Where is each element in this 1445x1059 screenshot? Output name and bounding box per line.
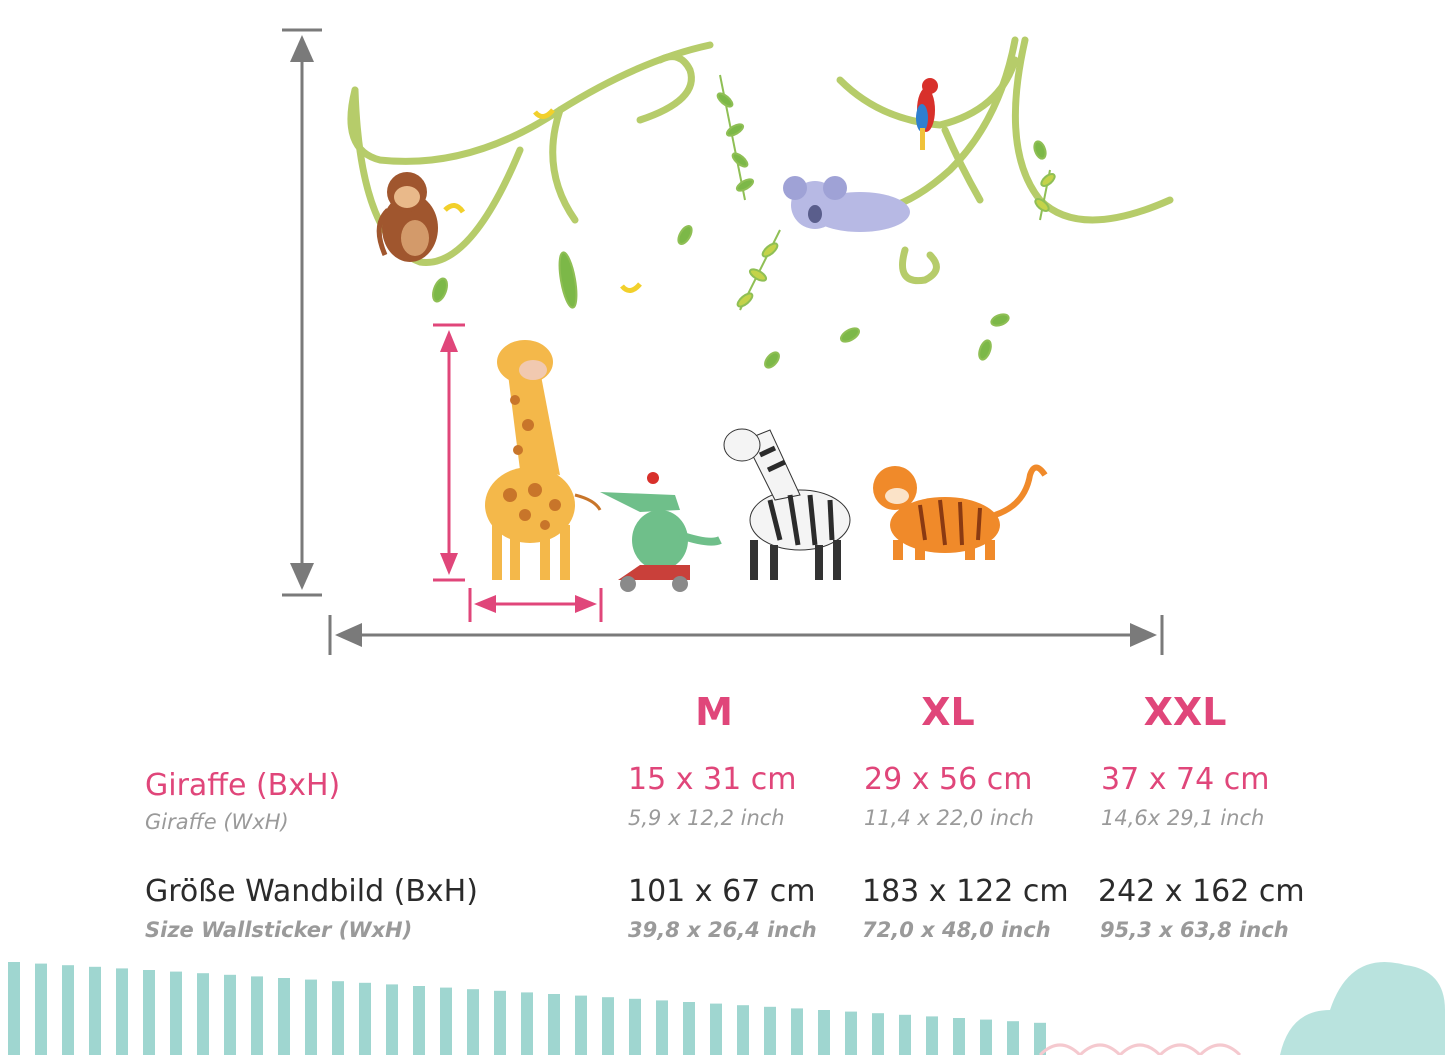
leaf-icon (839, 327, 861, 343)
stripes-canvas (8, 962, 1445, 1058)
illustration-canvas (282, 28, 1174, 655)
stripe (818, 1010, 830, 1055)
leaf-icon (764, 351, 780, 369)
giraffe-inch-xxl: 14,6x 29,1 inch (1101, 806, 1265, 830)
monkey-icon (376, 172, 466, 262)
wall-cm-xxl: 242 x 162 cm (1098, 874, 1305, 909)
leaf-icon (716, 92, 734, 108)
stripe (170, 971, 182, 1055)
stripe (980, 1019, 992, 1055)
leaf-icon (990, 313, 1010, 327)
leaf-icon (1033, 140, 1047, 160)
leaf-icon (731, 152, 749, 168)
stripe (386, 984, 398, 1055)
giraffe-icon (485, 340, 602, 580)
decorative-stripes (0, 950, 1445, 1058)
crocodile-icon (600, 472, 722, 592)
stripe (89, 966, 101, 1055)
parrot-icon (916, 78, 938, 150)
giraffe-inch-m: 5,9 x 12,2 inch (628, 806, 785, 830)
leaf-icon (725, 123, 745, 137)
stripe (143, 970, 155, 1055)
stripe (953, 1018, 965, 1055)
leaf-icon (735, 178, 755, 192)
leaf-icon (761, 242, 779, 258)
stripe (305, 979, 317, 1055)
wall-label-en: Size Wallsticker (WxH) (145, 918, 413, 942)
stripe (926, 1016, 938, 1055)
wall-cm-m: 101 x 67 cm (628, 874, 816, 909)
stripe (683, 1002, 695, 1055)
stripe (224, 974, 236, 1055)
leaf-icon (1040, 173, 1056, 187)
size-header-xxl: XXL (1143, 690, 1227, 734)
stripe (737, 1005, 749, 1055)
stripe (494, 990, 506, 1055)
stripe (575, 995, 587, 1055)
wall-cm-xl: 183 x 122 cm (862, 874, 1069, 909)
total-height-arrow (282, 28, 322, 597)
stripe (413, 986, 425, 1055)
giraffe-inch-xl: 11,4 x 22,0 inch (864, 806, 1034, 830)
banana-icon (533, 108, 555, 119)
stripe (8, 962, 20, 1055)
stripe (251, 976, 263, 1055)
cloud-icon (1280, 962, 1445, 1055)
giraffe-label-en: Giraffe (WxH) (145, 810, 289, 834)
giraffe-cm-m: 15 x 31 cm (628, 762, 797, 797)
stripe (467, 989, 479, 1055)
zebra-icon (723, 428, 851, 580)
stripe (764, 1006, 776, 1055)
stripe (35, 963, 47, 1055)
banana-icon (620, 282, 642, 293)
leaf-icon (432, 277, 448, 303)
wall-inch-xxl: 95,3 x 63,8 inch (1100, 918, 1289, 942)
leaf-icon (1034, 198, 1050, 212)
tiger-icon (873, 464, 1048, 560)
giraffe-width-arrow (468, 588, 603, 622)
leaf-icon (558, 251, 578, 309)
wall-inch-xl: 72,0 x 48,0 inch (862, 918, 1051, 942)
giraffe-label: Giraffe (BxH) (145, 768, 341, 803)
stripe (116, 968, 128, 1055)
stripe (62, 965, 74, 1055)
stripe (440, 987, 452, 1055)
stripe (1034, 1022, 1046, 1055)
size-header-m: M (695, 690, 733, 734)
stripe (899, 1014, 911, 1055)
vines (347, 36, 1174, 285)
stripe (845, 1011, 857, 1055)
giraffe-cm-xxl: 37 x 74 cm (1101, 762, 1270, 797)
wall-label: Größe Wandbild (BxH) (145, 874, 478, 909)
stripe (710, 1003, 722, 1055)
giraffe-cm-xl: 29 x 56 cm (864, 762, 1033, 797)
stripe (548, 994, 560, 1055)
leaf-strands (432, 74, 1056, 369)
giraffe-height-arrow (433, 323, 465, 582)
wall-inch-m: 39,8 x 26,4 inch (628, 918, 817, 942)
stripe (602, 997, 614, 1055)
stripe (629, 998, 641, 1055)
stripe (872, 1013, 884, 1055)
total-width-arrow (328, 615, 1164, 655)
wall-sticker-illustration (282, 28, 1174, 655)
stripe (1007, 1021, 1019, 1055)
leaf-icon (736, 292, 754, 308)
stripe (278, 978, 290, 1055)
stripe (197, 973, 209, 1055)
stripe (521, 992, 533, 1055)
stripe (359, 982, 371, 1055)
size-header-xl: XL (921, 690, 975, 734)
koala-icon (783, 176, 910, 232)
leaf-icon (677, 224, 693, 246)
stripe (332, 981, 344, 1055)
stripe (656, 1000, 668, 1055)
leaf-icon (978, 339, 992, 361)
leaf-icon (748, 268, 768, 282)
stripe (791, 1008, 803, 1055)
